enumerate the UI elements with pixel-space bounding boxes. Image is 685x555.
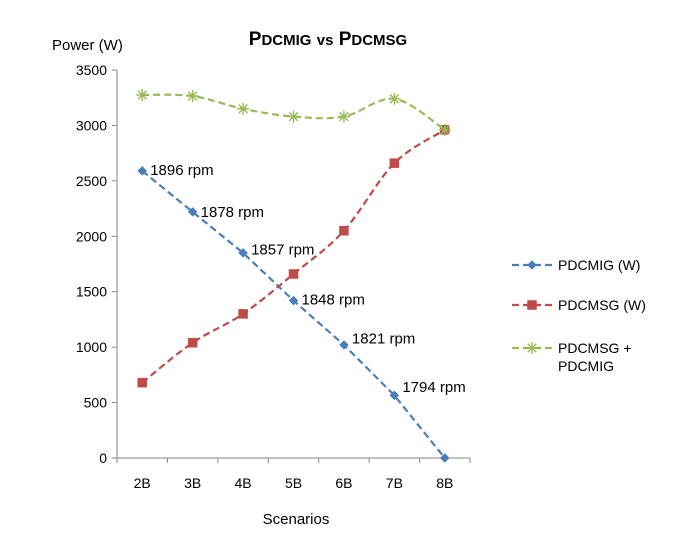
data-point <box>339 340 349 350</box>
legend-item: PDCMSG (W) <box>512 297 646 313</box>
data-point <box>288 295 299 306</box>
rpm-annotation: 1896 rpm <box>150 162 213 179</box>
legend-label: PDCMIG <box>558 358 614 374</box>
x-tick-label: 3B <box>184 475 201 491</box>
series-3 <box>136 88 451 136</box>
annotations: 1896 rpm 1878 rpm 1857 rpm 1848 rpm 1821 rpm… <box>150 162 466 396</box>
y-tick-label: 2500 <box>76 173 107 189</box>
legend-item: PDCMIG (W) <box>512 257 640 273</box>
data-point <box>439 453 450 463</box>
data-point <box>337 110 350 123</box>
y-tick-label: 2000 <box>76 228 107 244</box>
rpm-annotation: 1878 rpm <box>201 204 264 221</box>
data-point <box>388 92 401 105</box>
series-line <box>141 170 446 459</box>
data-point <box>187 207 198 217</box>
chart-title: PDCMIG vs PDCMSG <box>249 29 407 50</box>
legend-swatch-marker <box>527 300 537 310</box>
rpm-annotation: 1794 rpm <box>402 379 465 396</box>
rpm-annotation: 1848 rpm <box>302 291 365 308</box>
y-tick-label: 3000 <box>76 117 107 133</box>
rpm-annotation: 1821 rpm <box>352 330 415 347</box>
data-point <box>288 269 299 279</box>
data-point <box>186 90 199 103</box>
y-tick-label: 500 <box>84 395 108 411</box>
data-point <box>237 102 250 115</box>
x-tick-label: 5B <box>285 475 302 491</box>
legend-swatch-marker <box>527 260 537 270</box>
legend-swatch-marker <box>526 342 538 354</box>
x-tick-label: 6B <box>335 475 352 491</box>
x-tick-label: 8B <box>436 475 453 491</box>
rpm-annotation: 1857 rpm <box>251 242 314 259</box>
data-point <box>136 88 149 101</box>
legend-label: PDCMSG (W) <box>558 297 646 313</box>
y-axis-label: Power (W) <box>52 37 123 54</box>
axes: 0 500 1000 1500 2000 2500 3000 3500 2B 3B 4B 5B 6B 7B… <box>76 62 471 491</box>
data-point <box>287 110 300 123</box>
y-tick-label: 0 <box>99 450 107 466</box>
data-point <box>339 225 349 236</box>
data-point <box>438 123 451 136</box>
x-axis-label: Scenarios <box>263 511 330 528</box>
legend-label: PDCMIG (W) <box>558 257 640 273</box>
data-point <box>238 309 248 319</box>
legend: PDCMIG (W) PDCMSG (W) PDCMSG + PDCMIG <box>512 257 646 374</box>
data-point <box>137 377 147 388</box>
data-point <box>238 248 248 258</box>
y-tick-label: 1500 <box>76 284 107 300</box>
series-1 <box>137 166 450 463</box>
y-tick-label: 1000 <box>76 339 107 355</box>
x-tick-label: 2B <box>134 475 151 491</box>
legend-label: PDCMSG + <box>558 340 632 356</box>
x-tick-label: 4B <box>235 475 252 491</box>
data-point <box>137 166 148 176</box>
data-point <box>187 337 198 348</box>
y-tick-label: 3500 <box>76 62 107 78</box>
data-point <box>389 158 400 168</box>
series-layer <box>136 88 451 463</box>
data-point <box>389 390 400 401</box>
x-tick-label: 7B <box>386 475 403 491</box>
legend-item: PDCMSG + PDCMIG <box>512 340 632 374</box>
